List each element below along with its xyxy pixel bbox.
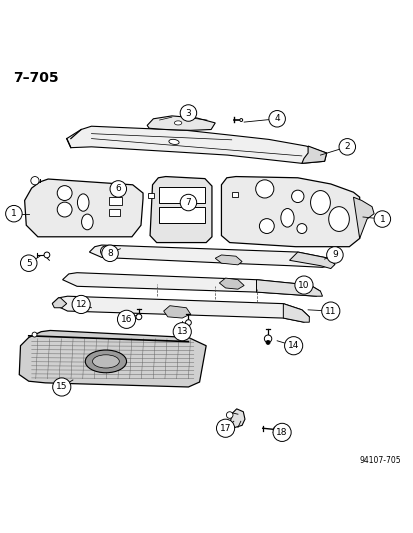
Circle shape: [338, 139, 355, 155]
Text: 13: 13: [176, 327, 188, 336]
Text: 17: 17: [219, 424, 231, 433]
Ellipse shape: [280, 208, 293, 227]
Text: 12: 12: [75, 300, 87, 309]
Circle shape: [52, 378, 71, 396]
Polygon shape: [66, 126, 326, 163]
Circle shape: [6, 205, 22, 222]
Circle shape: [294, 276, 312, 294]
Circle shape: [72, 295, 90, 313]
Text: 1: 1: [379, 215, 385, 223]
Circle shape: [284, 337, 302, 355]
FancyBboxPatch shape: [147, 193, 154, 198]
Circle shape: [57, 185, 72, 200]
Circle shape: [180, 105, 196, 122]
Circle shape: [110, 181, 126, 197]
Circle shape: [321, 302, 339, 320]
Polygon shape: [229, 409, 244, 427]
Circle shape: [57, 202, 72, 217]
Ellipse shape: [77, 194, 89, 211]
Circle shape: [255, 180, 273, 198]
Text: 7–705: 7–705: [13, 70, 59, 85]
Circle shape: [264, 335, 271, 342]
Text: 2: 2: [344, 142, 349, 151]
Text: 7: 7: [185, 198, 191, 207]
Polygon shape: [301, 146, 326, 163]
Circle shape: [226, 411, 233, 418]
Circle shape: [296, 223, 306, 233]
Circle shape: [185, 320, 191, 326]
FancyBboxPatch shape: [158, 187, 204, 203]
Polygon shape: [221, 176, 359, 247]
Circle shape: [32, 332, 37, 337]
Polygon shape: [150, 176, 211, 243]
Polygon shape: [52, 298, 66, 308]
Circle shape: [102, 245, 118, 262]
Text: 11: 11: [324, 306, 336, 316]
Text: 3: 3: [185, 109, 191, 117]
FancyBboxPatch shape: [231, 192, 237, 197]
Text: 5: 5: [26, 259, 31, 268]
Polygon shape: [52, 296, 309, 322]
Polygon shape: [163, 306, 190, 318]
Circle shape: [100, 246, 111, 256]
Text: 15: 15: [56, 383, 67, 391]
Polygon shape: [215, 255, 242, 265]
Polygon shape: [24, 179, 143, 237]
Circle shape: [180, 195, 196, 211]
Ellipse shape: [174, 121, 181, 125]
Circle shape: [117, 310, 135, 328]
Ellipse shape: [169, 139, 179, 144]
Ellipse shape: [328, 207, 349, 231]
Polygon shape: [219, 278, 244, 289]
Circle shape: [21, 255, 37, 271]
Polygon shape: [89, 245, 334, 268]
Text: 18: 18: [276, 428, 287, 437]
FancyBboxPatch shape: [158, 207, 204, 223]
Polygon shape: [289, 252, 334, 269]
Polygon shape: [147, 116, 215, 131]
Text: 16: 16: [121, 315, 132, 324]
Circle shape: [173, 322, 191, 341]
Ellipse shape: [310, 191, 330, 214]
Ellipse shape: [85, 350, 126, 373]
Circle shape: [266, 341, 269, 344]
Text: 9: 9: [331, 251, 337, 260]
Circle shape: [268, 110, 285, 127]
Text: 10: 10: [297, 280, 309, 289]
Text: 94107-705: 94107-705: [358, 456, 400, 465]
Polygon shape: [256, 280, 322, 296]
Ellipse shape: [239, 118, 242, 122]
Polygon shape: [111, 248, 147, 257]
Text: 14: 14: [287, 341, 299, 350]
Text: 6: 6: [115, 184, 121, 193]
Ellipse shape: [81, 214, 93, 230]
Circle shape: [216, 419, 234, 437]
Circle shape: [44, 252, 50, 258]
Circle shape: [273, 426, 278, 432]
FancyBboxPatch shape: [109, 197, 122, 205]
Circle shape: [272, 423, 290, 441]
Polygon shape: [353, 197, 373, 238]
Polygon shape: [62, 273, 320, 296]
Text: 4: 4: [274, 114, 279, 123]
Circle shape: [326, 247, 342, 263]
Ellipse shape: [92, 355, 119, 368]
Circle shape: [373, 211, 390, 227]
Circle shape: [291, 190, 303, 203]
Circle shape: [31, 176, 39, 185]
Circle shape: [136, 314, 142, 320]
Text: 1: 1: [11, 209, 17, 218]
Circle shape: [259, 219, 273, 233]
Text: 8: 8: [107, 249, 113, 258]
Polygon shape: [19, 330, 206, 387]
Polygon shape: [282, 304, 309, 322]
FancyBboxPatch shape: [109, 209, 119, 216]
